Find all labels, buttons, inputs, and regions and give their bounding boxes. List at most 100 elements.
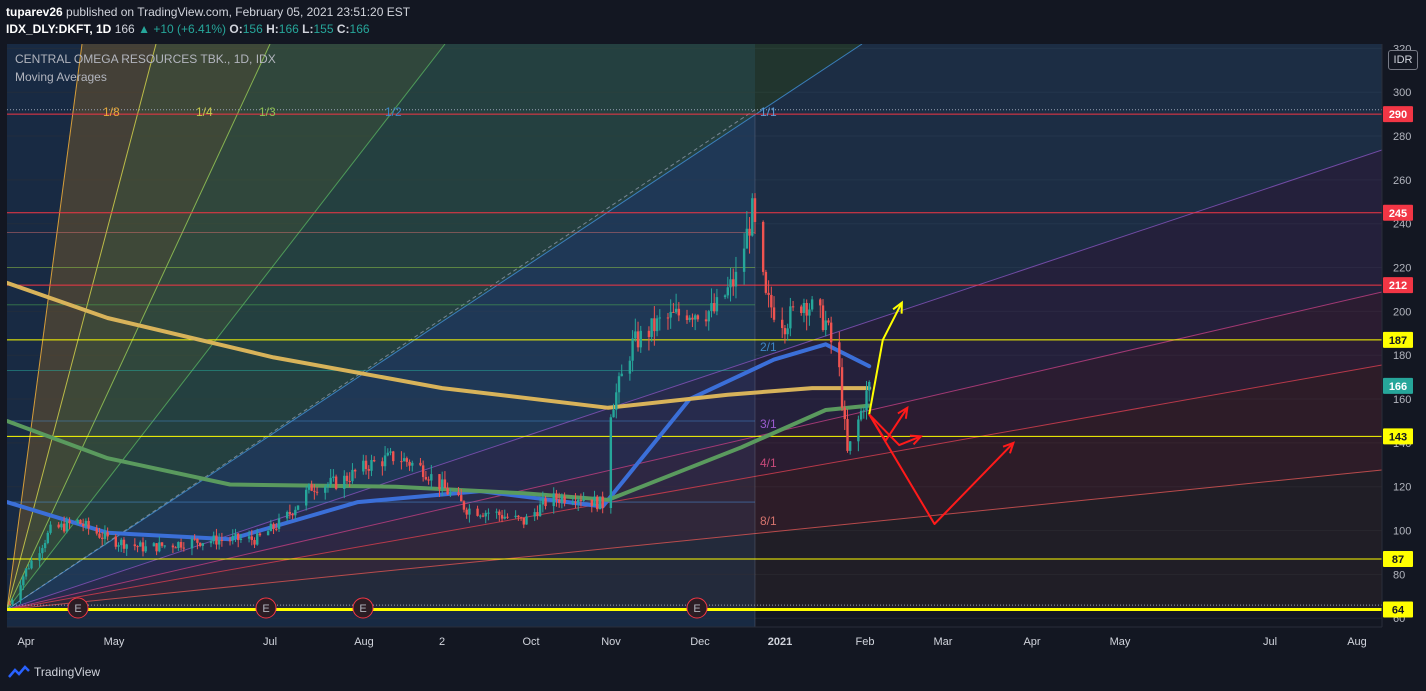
candle	[653, 306, 656, 346]
series-title[interactable]: CENTRAL OMEGA RESOURCES TBK., 1D, IDX	[15, 52, 276, 66]
candle	[285, 510, 289, 522]
symbol-label[interactable]: IDX_DLY:DKFT, 1D	[6, 22, 112, 36]
author-name[interactable]: tuparev26	[6, 5, 63, 19]
low-value: 155	[313, 22, 334, 36]
candle	[160, 542, 164, 548]
candle	[408, 459, 411, 471]
candle	[462, 500, 466, 513]
x-tick-label: Mar	[934, 636, 953, 648]
time-axis[interactable]: Apr May Jul Aug 2 Oct Nov Dec 2021 Feb Mar Apr May Ju…	[17, 636, 1366, 648]
candle	[563, 492, 566, 507]
candle	[122, 537, 126, 554]
fan-diagonal	[7, 109, 756, 610]
price-axis[interactable]: 6080100120140160180200220240260280300320	[1393, 43, 1411, 625]
candle	[821, 299, 825, 332]
candle	[484, 510, 487, 524]
svg-text:64: 64	[1392, 604, 1405, 616]
candle	[596, 494, 599, 512]
candle	[120, 537, 123, 553]
candle	[612, 403, 615, 418]
candle	[571, 497, 574, 506]
currency-badge[interactable]: IDR	[1388, 50, 1418, 70]
candle	[315, 486, 319, 496]
candle	[685, 309, 689, 324]
candle	[57, 522, 60, 529]
candle	[136, 545, 139, 553]
candle	[326, 482, 330, 493]
candle	[552, 487, 555, 514]
candle	[726, 276, 729, 299]
candle	[669, 299, 672, 329]
candle	[373, 456, 376, 463]
open-label: O:	[229, 22, 243, 36]
candle	[179, 538, 183, 551]
y-tick-label: 240	[1393, 219, 1411, 231]
candle	[808, 303, 811, 326]
candle	[95, 524, 98, 536]
candle	[144, 540, 147, 554]
brand-name[interactable]: TradingView	[34, 665, 101, 679]
price-badge: 166	[1383, 377, 1413, 394]
candle	[495, 508, 498, 519]
candle	[307, 483, 311, 494]
close-value: 166	[349, 22, 370, 36]
candle	[237, 533, 240, 548]
x-tick-label: 2	[439, 636, 445, 648]
fan-label: 1/1	[760, 105, 777, 119]
projection-arrows[interactable]	[868, 300, 1016, 525]
candles[interactable]	[8, 193, 871, 607]
candle	[22, 574, 25, 591]
candle	[522, 517, 525, 529]
x-tick-label: Jul	[263, 636, 277, 648]
candle	[577, 497, 580, 511]
candle	[345, 472, 349, 485]
candle	[634, 318, 637, 342]
indicator-title[interactable]: Moving Averages	[15, 70, 107, 84]
y-tick-label: 180	[1393, 350, 1411, 362]
candle	[538, 497, 542, 517]
moving-average-line	[7, 342, 872, 542]
x-tick-label: Oct	[522, 636, 539, 648]
candle	[810, 296, 814, 312]
candle	[560, 493, 564, 509]
candle	[8, 600, 11, 605]
candle	[84, 518, 88, 530]
candle	[734, 256, 738, 299]
x-tick-label: Jul	[1263, 636, 1277, 648]
candle	[468, 504, 471, 523]
fan-label: 3/1	[760, 417, 777, 431]
x-tick-label: 2021	[768, 636, 792, 648]
x-tick-label: Apr	[1023, 636, 1040, 648]
svg-text:245: 245	[1389, 208, 1407, 220]
moving-averages[interactable]	[7, 280, 872, 542]
candle	[362, 454, 365, 475]
candle	[498, 509, 501, 522]
candle	[411, 460, 414, 472]
y-tick-label: 260	[1393, 175, 1411, 187]
price-badge: 87	[1383, 551, 1413, 568]
candle	[291, 512, 294, 520]
candle	[98, 527, 101, 539]
projection-arrow	[868, 300, 903, 415]
fan-line	[7, 44, 157, 610]
candle	[723, 294, 727, 300]
candle	[106, 527, 109, 541]
svg-text:E: E	[693, 603, 700, 615]
candle	[49, 521, 52, 535]
candle	[460, 489, 463, 502]
fan-label: 1/8	[103, 105, 120, 119]
candle	[533, 508, 536, 522]
candle	[405, 456, 409, 467]
candle	[41, 544, 44, 561]
y-tick-label: 280	[1393, 131, 1411, 143]
candle	[601, 491, 604, 514]
candle	[748, 217, 751, 254]
svg-text:E: E	[74, 603, 81, 615]
price-badge: 290	[1383, 106, 1413, 123]
candle	[27, 564, 30, 570]
candle	[742, 233, 746, 285]
candle	[288, 504, 292, 519]
tradingview-logo-icon[interactable]	[8, 664, 30, 680]
